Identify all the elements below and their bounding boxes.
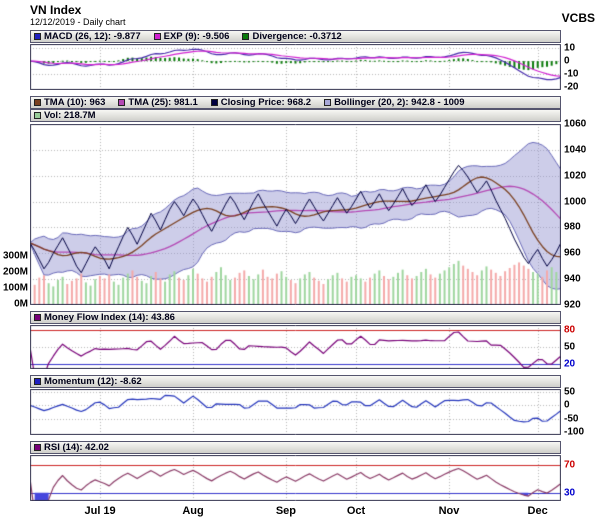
y-tick-label: 1040 — [564, 144, 587, 156]
volume-tick-label: 200M — [2, 266, 28, 278]
chart-subtitle: 12/12/2019 - Daily chart — [30, 17, 126, 27]
y-tick-label: -50 — [564, 413, 579, 425]
volume-series-label: Vol: 218.7M — [44, 110, 96, 121]
y-tick-label: 0 — [564, 399, 570, 411]
y-tick-label: 80 — [564, 324, 576, 336]
y-tick-label: 70 — [564, 459, 576, 471]
rsi-plot[interactable] — [30, 455, 561, 501]
legend-item-tma10: TMA (10): 963 — [34, 97, 105, 108]
y-tick-label: -10 — [564, 68, 579, 80]
rsi-legend-bar: RSI (14): 42.02 — [30, 441, 561, 454]
y-tick-label: 980 — [564, 221, 581, 233]
tma25-series-label: TMA (25): 981.1 — [128, 97, 198, 108]
volume-tick-label: 100M — [2, 282, 28, 294]
legend-item-divergence: Divergence: -0.3712 — [242, 31, 342, 42]
y-tick-label: 1000 — [564, 196, 587, 208]
y-tick-label: 1020 — [564, 170, 587, 182]
page-title: VN Index — [30, 3, 82, 17]
x-axis-label: Jul 19 — [84, 505, 116, 517]
legend-item-rsi: RSI (14): 42.02 — [34, 442, 109, 453]
x-axis-label: Oct — [346, 505, 366, 517]
y-tick-label: 50 — [564, 386, 576, 398]
y-tick-label: 50 — [564, 341, 576, 353]
y-tick-label: -100 — [564, 426, 585, 438]
tma10-series-swatch — [34, 99, 41, 106]
mfi-series-label: Money Flow Index (14): 43.86 — [44, 312, 175, 323]
legend-item-volume: Vol: 218.7M — [34, 110, 96, 121]
x-axis-label: Dec — [527, 505, 548, 517]
volume-series-swatch — [34, 112, 41, 119]
price-legend-bar-row2: Vol: 218.7M — [30, 109, 561, 122]
x-axis-label: Sep — [275, 505, 297, 517]
closing-price-series-label: Closing Price: 968.2 — [220, 97, 312, 108]
brand-logo: VCBS — [561, 11, 595, 25]
rsi-series-swatch — [34, 444, 41, 451]
x-axis-label: Aug — [182, 505, 204, 517]
legend-item-exp: EXP (9): -9.506 — [153, 31, 230, 42]
legend-item-closing-price: Closing Price: 968.2 — [210, 97, 312, 108]
y-tick-label: 30 — [564, 487, 576, 499]
tma25-series-swatch — [118, 99, 126, 106]
macd-plot[interactable] — [30, 44, 561, 90]
closing-price-series-swatch — [210, 99, 218, 106]
y-tick-label: 920 — [564, 299, 581, 311]
momentum-series-swatch — [34, 378, 41, 385]
macd-series-swatch — [34, 33, 41, 40]
momentum-series-label: Momentum (12): -8.62 — [44, 376, 142, 387]
bollinger-series-swatch — [324, 99, 332, 106]
price-plot[interactable] — [30, 124, 561, 305]
mfi-plot[interactable] — [30, 325, 561, 369]
bollinger-series-label: Bollinger (20, 2): 942.8 - 1009 — [334, 97, 465, 108]
exp-series-label: EXP (9): -9.506 — [163, 31, 230, 42]
macd-series-label: MACD (26, 12): -9.877 — [44, 31, 141, 42]
macd-legend-bar: MACD (26, 12): -9.877 EXP (9): -9.506 Di… — [30, 30, 561, 43]
mfi-series-swatch — [34, 314, 41, 321]
y-tick-label: 1060 — [564, 118, 587, 130]
volume-tick-label: 300M — [2, 250, 28, 262]
x-axis-label: Nov — [438, 505, 460, 517]
legend-item-macd: MACD (26, 12): -9.877 — [34, 31, 141, 42]
legend-item-momentum: Momentum (12): -8.62 — [34, 376, 142, 387]
legend-item-tma25: TMA (25): 981.1 — [118, 97, 198, 108]
y-tick-label: 960 — [564, 247, 581, 259]
momentum-legend-bar: Momentum (12): -8.62 — [30, 375, 561, 388]
tma10-series-label: TMA (10): 963 — [44, 97, 106, 108]
y-tick-label: -20 — [564, 81, 579, 93]
momentum-plot[interactable] — [30, 389, 561, 435]
volume-tick-label: 0M — [14, 298, 28, 310]
legend-item-mfi: Money Flow Index (14): 43.86 — [34, 312, 175, 323]
divergence-series-label: Divergence: -0.3712 — [252, 31, 342, 42]
y-tick-label: 940 — [564, 273, 581, 285]
price-legend-bar-row1: TMA (10): 963 TMA (25): 981.1 Closing Pr… — [30, 96, 561, 109]
rsi-series-label: RSI (14): 42.02 — [44, 442, 109, 453]
y-tick-label: 20 — [564, 358, 576, 370]
legend-item-bollinger: Bollinger (20, 2): 942.8 - 1009 — [324, 97, 464, 108]
y-tick-label: 0 — [564, 55, 570, 67]
y-tick-label: 10 — [564, 42, 576, 54]
exp-series-swatch — [153, 33, 161, 40]
mfi-legend-bar: Money Flow Index (14): 43.86 — [30, 311, 561, 324]
divergence-series-swatch — [242, 33, 250, 40]
